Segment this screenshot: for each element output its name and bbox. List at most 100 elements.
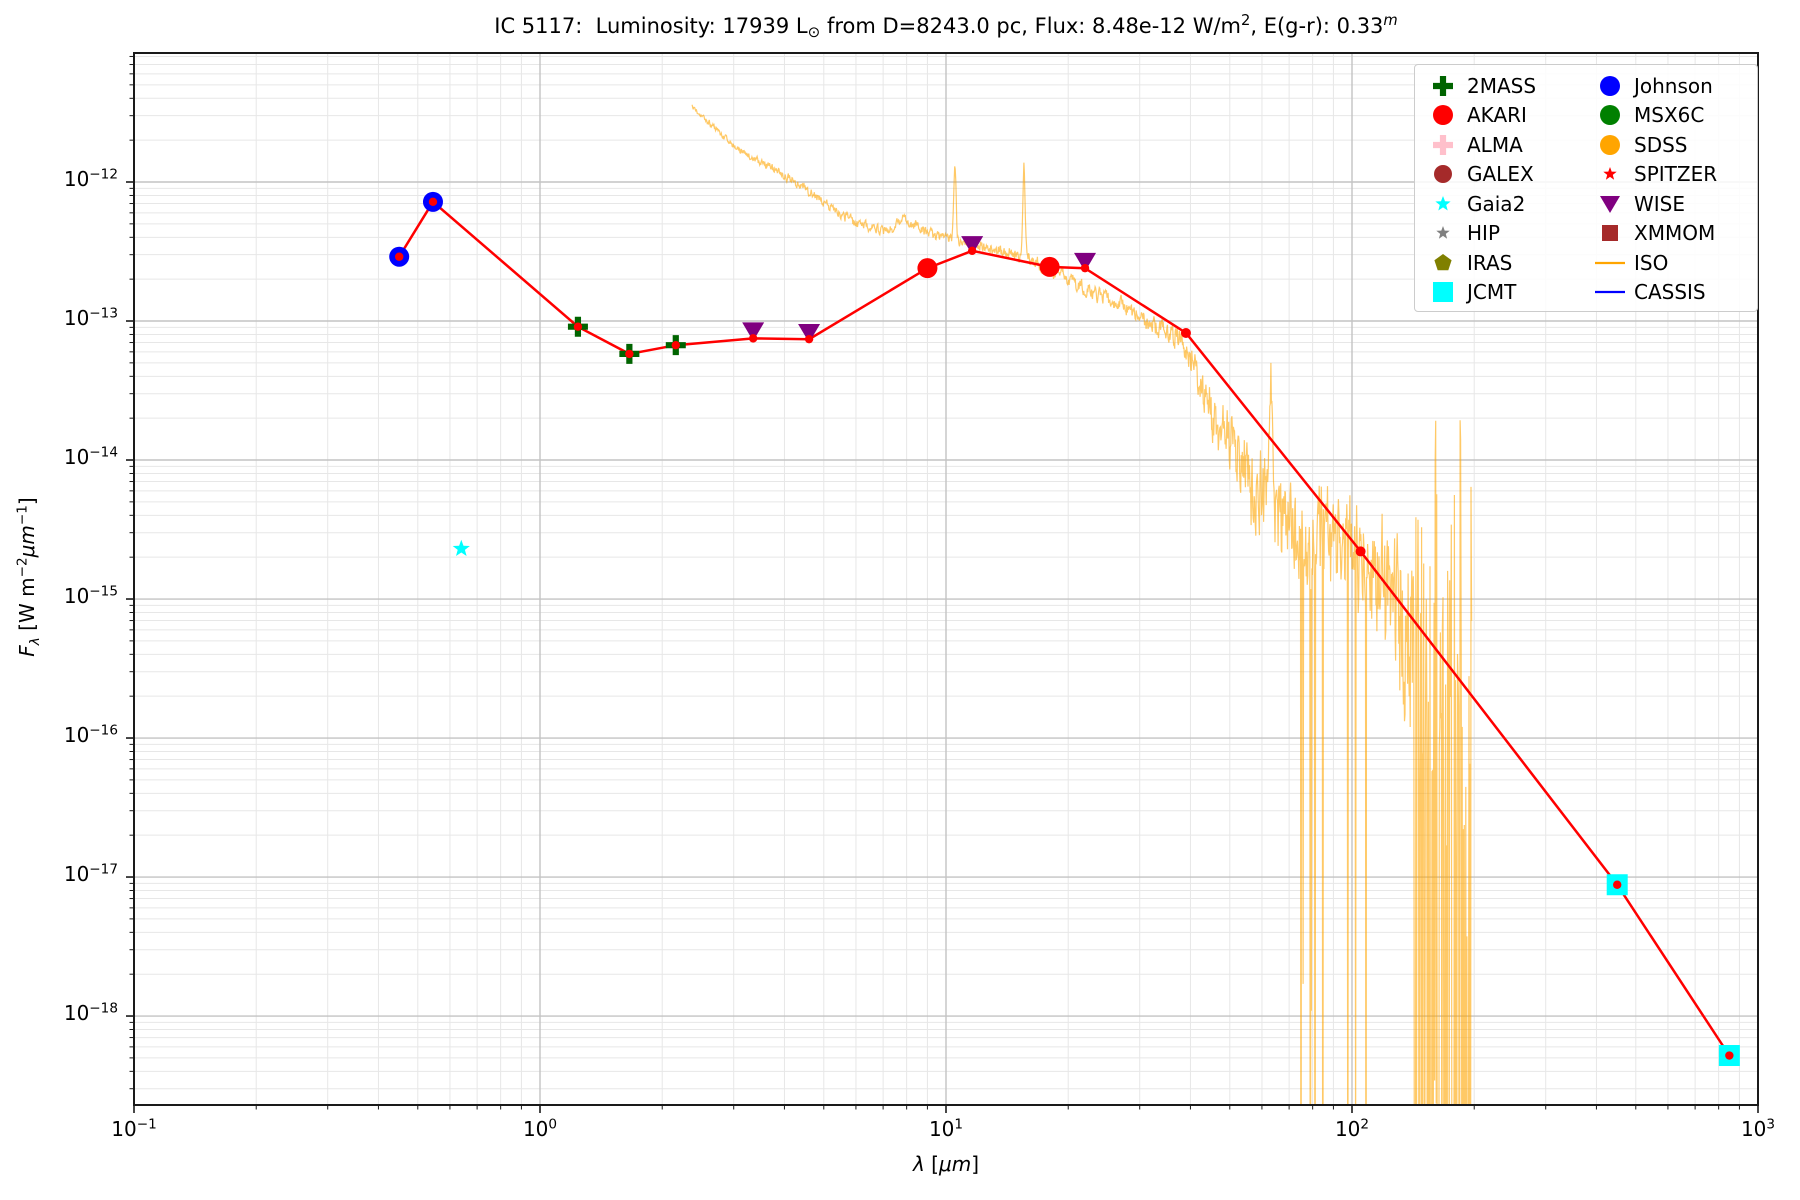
x-tick-label: 103 bbox=[1740, 1116, 1776, 1141]
legend-item-iso: ISO bbox=[1590, 248, 1757, 278]
sed-vertex-dot bbox=[1045, 262, 1054, 272]
sed-vertex-dot bbox=[748, 334, 758, 343]
johnson-marker-icon bbox=[1600, 75, 1620, 96]
data-points bbox=[389, 191, 1740, 1067]
x-axis-label-unit: μm bbox=[938, 1152, 972, 1176]
legend-item-label: XMMOM bbox=[1634, 221, 1716, 246]
y-tick-label: 10−15 bbox=[63, 583, 118, 609]
title-sup-2: 2 bbox=[1241, 12, 1251, 29]
x-axis-label-bracket-close: ] bbox=[971, 1152, 980, 1176]
sed-vertex-dot bbox=[1725, 1051, 1734, 1060]
legend-item-akari: AKARI bbox=[1423, 101, 1590, 131]
y-axis-label-bracket-close: ] bbox=[15, 497, 39, 506]
legend-item-label: WISE bbox=[1634, 191, 1686, 216]
chart-title: IC 5117: Luminosity: 17939 L⊙ from D=824… bbox=[134, 12, 1758, 41]
akari-marker-icon bbox=[1433, 105, 1453, 126]
sdss-marker-icon bbox=[1600, 134, 1620, 155]
legend-item-label: HIP bbox=[1467, 221, 1500, 246]
title-text: IC 5117: Luminosity: 17939 L bbox=[494, 14, 808, 38]
gaia2-marker-icon bbox=[1435, 195, 1451, 211]
sed-vertex-dot bbox=[573, 322, 583, 331]
xmmom-marker-glyph bbox=[1602, 225, 1618, 242]
hip-marker-glyph bbox=[1436, 226, 1450, 239]
wise-data-point bbox=[798, 323, 821, 343]
x-axis-label-bracket: [ bbox=[924, 1152, 939, 1176]
hip-marker-icon bbox=[1436, 226, 1450, 239]
legend-item-label: MSX6C bbox=[1634, 103, 1705, 128]
y-axis-label-unit-2: μm bbox=[15, 525, 39, 558]
legend-item-spitzer: SPITZER bbox=[1590, 160, 1757, 190]
y-tick-label: 10−13 bbox=[63, 305, 118, 330]
legend-item-label: SPITZER bbox=[1634, 162, 1718, 187]
legend-item-msx6c: MSX6C bbox=[1590, 101, 1757, 131]
legend-item-2mass: 2MASS bbox=[1423, 71, 1590, 101]
alma-marker-glyph bbox=[1433, 134, 1453, 155]
cassis-marker-icon bbox=[1595, 291, 1625, 294]
wise-marker-glyph bbox=[1600, 195, 1620, 213]
y-tick-label: 10−18 bbox=[63, 1000, 118, 1026]
sed-vertex-dot bbox=[1080, 263, 1090, 273]
y-tick-label: 10−16 bbox=[63, 722, 118, 748]
legend-item-gaia2: Gaia2 bbox=[1423, 189, 1590, 219]
y-axis-label-f: F bbox=[15, 645, 39, 657]
spitzer-marker-icon bbox=[1603, 167, 1617, 180]
legend-item-label: SDSS bbox=[1634, 132, 1688, 157]
sed-vertex-dot bbox=[671, 340, 680, 350]
gaia2-marker-glyph bbox=[1435, 195, 1451, 211]
x-tick-label: 101 bbox=[928, 1116, 964, 1141]
2mass-marker-icon bbox=[1433, 75, 1453, 96]
wise-data-point bbox=[961, 236, 984, 255]
iso-spectrum-line bbox=[691, 104, 1473, 1105]
wise-data-point bbox=[742, 322, 765, 342]
legend-item-label: JCMT bbox=[1467, 280, 1517, 305]
wise-marker-icon bbox=[1600, 195, 1620, 213]
sdss-marker-glyph bbox=[1600, 134, 1620, 155]
legend-column-2: Johnson MSX6C SDSS SPITZER WISE XMMOM ISO CASSI… bbox=[1590, 71, 1757, 311]
akari-marker-glyph bbox=[1433, 105, 1453, 126]
legend-item-jcmt: JCMT bbox=[1423, 278, 1590, 308]
legend-column-1: 2MASS AKARI ALMA GALEX Gaia2 HIP IRAS JCMT bbox=[1423, 71, 1590, 311]
gaia2-data-point bbox=[452, 539, 470, 556]
legend: 2MASS AKARI ALMA GALEX Gaia2 HIP IRAS JCMT Johns… bbox=[1414, 64, 1758, 312]
sed-vertex-dot bbox=[923, 263, 932, 273]
legend-item-label: AKARI bbox=[1467, 103, 1527, 128]
sed-vertex-dot bbox=[395, 252, 404, 261]
y-axis-label: Fλ [W m−2μm−1] bbox=[14, 297, 43, 857]
title-text-3: , E(g-r): 0.33 bbox=[1250, 14, 1384, 38]
y-tick-label: 10−12 bbox=[63, 166, 118, 191]
iras-marker-icon bbox=[1434, 253, 1452, 271]
axes-spines bbox=[126, 52, 1759, 1113]
y-axis-label-exp-1: −2 bbox=[14, 557, 31, 578]
2mass-marker-glyph bbox=[1433, 75, 1453, 96]
y-axis-label-exp-2: −1 bbox=[14, 505, 31, 526]
sed-vertex-dot bbox=[967, 246, 977, 255]
legend-item-alma: ALMA bbox=[1423, 130, 1590, 160]
y-tick-label: 10−17 bbox=[63, 861, 118, 887]
x-tick-label: 102 bbox=[1334, 1116, 1370, 1141]
sed-line bbox=[398, 199, 1731, 1057]
galex-marker-glyph bbox=[1434, 165, 1452, 184]
msx6c-marker-icon bbox=[1600, 105, 1620, 126]
legend-item-label: IRAS bbox=[1467, 250, 1513, 275]
legend-item-label: GALEX bbox=[1467, 162, 1534, 187]
spitzer-marker-glyph bbox=[1603, 167, 1617, 180]
galex-marker-icon bbox=[1434, 165, 1452, 184]
iso-marker-icon bbox=[1595, 261, 1625, 264]
sed-vertex-dot bbox=[625, 349, 634, 359]
title-sup-m: m bbox=[1383, 12, 1398, 29]
sun-symbol: ⊙ bbox=[807, 23, 821, 41]
sed-vertex-dot bbox=[1181, 328, 1191, 338]
title-text-2: from D=8243.0 pc, Flux: 8.48e-12 W/m bbox=[820, 14, 1241, 38]
legend-item-label: ISO bbox=[1634, 250, 1669, 275]
legend-item-label: Gaia2 bbox=[1467, 191, 1526, 216]
legend-item-cassis: CASSIS bbox=[1590, 278, 1757, 308]
x-tick-label: 100 bbox=[522, 1116, 558, 1141]
legend-item-galex: GALEX bbox=[1423, 160, 1590, 190]
wise-data-point bbox=[1074, 252, 1097, 272]
legend-item-wise: WISE bbox=[1590, 189, 1757, 219]
x-tick-label: 10−1 bbox=[111, 1116, 157, 1141]
sed-vertex-dot bbox=[428, 197, 438, 207]
iras-marker-glyph bbox=[1434, 253, 1452, 271]
